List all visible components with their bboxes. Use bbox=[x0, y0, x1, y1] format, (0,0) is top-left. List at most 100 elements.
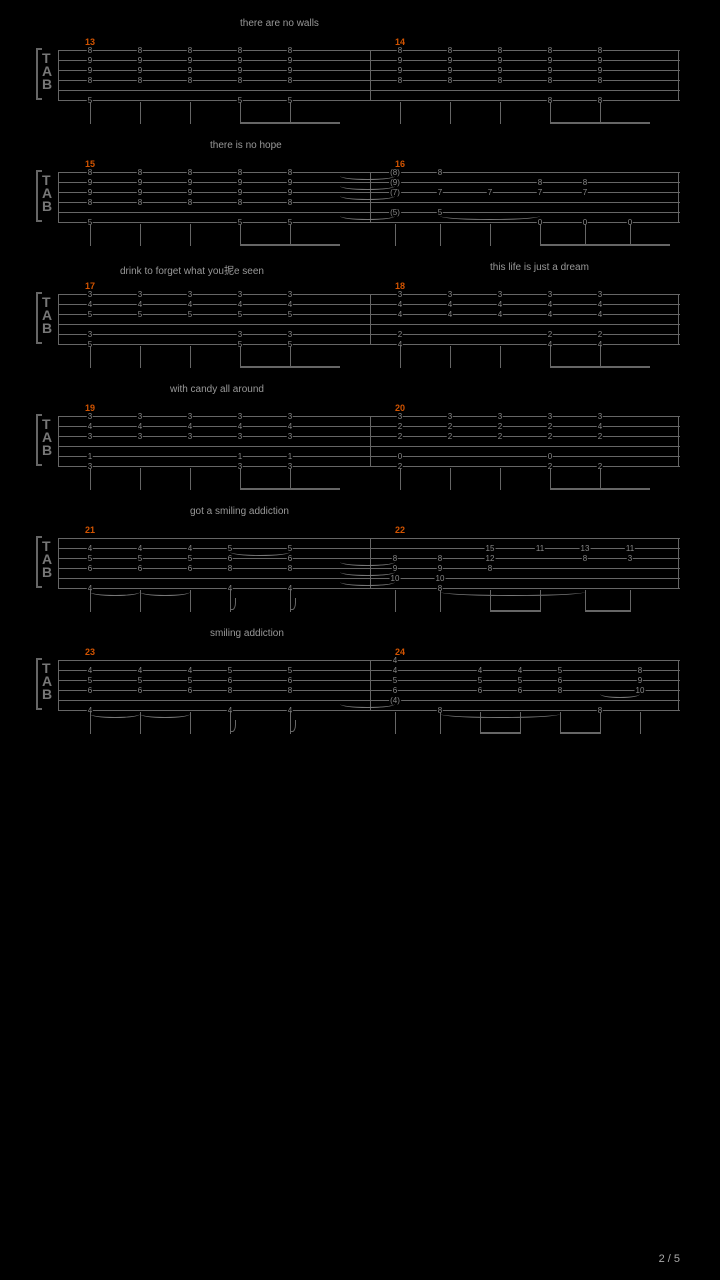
barline bbox=[58, 538, 59, 588]
tie bbox=[340, 558, 395, 566]
barline bbox=[58, 660, 59, 710]
fret-number: 6 bbox=[87, 564, 93, 574]
fret-number: 5 bbox=[187, 676, 193, 686]
fret-number: 9 bbox=[237, 188, 243, 198]
barline bbox=[678, 660, 679, 710]
fret-number: 8 bbox=[597, 46, 603, 56]
measure-number: 21 bbox=[85, 525, 95, 535]
fret-number: 4 bbox=[547, 310, 553, 320]
fret-number: 2 bbox=[497, 432, 503, 442]
fret-number: 4 bbox=[187, 544, 193, 554]
fret-number: 4 bbox=[87, 544, 93, 554]
fret-number: 9 bbox=[437, 564, 443, 574]
fret-number: 8 bbox=[582, 178, 588, 188]
fret-number: 3 bbox=[597, 290, 603, 300]
fret-number: 3 bbox=[87, 432, 93, 442]
tie bbox=[340, 568, 395, 576]
fret-number: 5 bbox=[137, 310, 143, 320]
fret-number: 5 bbox=[87, 310, 93, 320]
fret-number: 5 bbox=[287, 310, 293, 320]
fret-number: 8 bbox=[237, 46, 243, 56]
fret-number: 6 bbox=[137, 686, 143, 696]
fret-number: 3 bbox=[87, 330, 93, 340]
staff: TAB158998589988998899858998516(8)(9)(7)(… bbox=[40, 162, 680, 234]
fret-number: 9 bbox=[597, 66, 603, 76]
fret-number: 9 bbox=[497, 66, 503, 76]
stems bbox=[58, 712, 680, 742]
fret-number: 1 bbox=[87, 452, 93, 462]
fret-number: 12 bbox=[485, 554, 496, 564]
fret-number: 8 bbox=[397, 46, 403, 56]
barline bbox=[678, 172, 679, 222]
fret-number: 3 bbox=[237, 432, 243, 442]
fret-number: 4 bbox=[237, 422, 243, 432]
fret-number: 4 bbox=[517, 666, 523, 676]
staff: TAB1389985899889988998589985148998899889… bbox=[40, 40, 680, 112]
fret-number: 8 bbox=[287, 564, 293, 574]
fret-number: 4 bbox=[237, 300, 243, 310]
lyric-text: there are no walls bbox=[240, 18, 319, 29]
fret-number: 3 bbox=[497, 412, 503, 422]
fret-number: 2 bbox=[547, 432, 553, 442]
fret-number: 8 bbox=[87, 46, 93, 56]
fret-number: 4 bbox=[87, 666, 93, 676]
fret-number: 5 bbox=[287, 666, 293, 676]
fret-number: 3 bbox=[137, 412, 143, 422]
fret-number: 8 bbox=[87, 168, 93, 178]
fret-number: 13 bbox=[580, 544, 591, 554]
fret-number: 9 bbox=[187, 56, 193, 66]
tie bbox=[440, 212, 540, 220]
fret-number: 4 bbox=[447, 310, 453, 320]
fret-number: 5 bbox=[187, 554, 193, 564]
barline bbox=[370, 294, 371, 344]
fret-number: 4 bbox=[187, 300, 193, 310]
fret-number: 3 bbox=[237, 412, 243, 422]
fret-number: 2 bbox=[447, 422, 453, 432]
fret-number: 3 bbox=[627, 554, 633, 564]
fret-number: 9 bbox=[137, 56, 143, 66]
fret-number: 3 bbox=[137, 432, 143, 442]
fret-number: 3 bbox=[137, 290, 143, 300]
fret-number: 6 bbox=[557, 676, 563, 686]
fret-number: 3 bbox=[397, 290, 403, 300]
fret-number: 6 bbox=[392, 686, 398, 696]
fret-number: 4 bbox=[392, 656, 398, 666]
fret-number: 3 bbox=[287, 432, 293, 442]
fret-number: 9 bbox=[87, 178, 93, 188]
fret-number: 8 bbox=[237, 168, 243, 178]
fret-number: 5 bbox=[187, 310, 193, 320]
fret-number: 9 bbox=[187, 66, 193, 76]
fret-number: 2 bbox=[497, 422, 503, 432]
fret-number: 8 bbox=[397, 76, 403, 86]
fret-number: 9 bbox=[597, 56, 603, 66]
fret-number: 2 bbox=[397, 330, 403, 340]
fret-number: 8 bbox=[137, 76, 143, 86]
fret-number: 1 bbox=[287, 452, 293, 462]
fret-number: 9 bbox=[137, 178, 143, 188]
lyric-text: with candy all around bbox=[170, 384, 264, 395]
barline bbox=[678, 416, 679, 466]
fret-number: 8 bbox=[287, 168, 293, 178]
fret-number: 3 bbox=[87, 290, 93, 300]
fret-number: 8 bbox=[547, 46, 553, 56]
fret-number: 5 bbox=[227, 666, 233, 676]
tab-clef: TAB bbox=[42, 540, 51, 579]
fret-number: 8 bbox=[557, 686, 563, 696]
fret-number: 8 bbox=[497, 76, 503, 86]
fret-number: 6 bbox=[287, 554, 293, 564]
fret-number: 8 bbox=[87, 76, 93, 86]
fret-number: 9 bbox=[237, 178, 243, 188]
fret-number: 4 bbox=[497, 310, 503, 320]
fret-number: 4 bbox=[477, 666, 483, 676]
fret-number: 4 bbox=[87, 300, 93, 310]
fret-number: 7 bbox=[537, 188, 543, 198]
fret-number: 4 bbox=[497, 300, 503, 310]
fret-number: 3 bbox=[447, 412, 453, 422]
fret-number: 5 bbox=[477, 676, 483, 686]
fret-number: 0 bbox=[397, 452, 403, 462]
fret-number: 15 bbox=[485, 544, 496, 554]
barline bbox=[58, 294, 59, 344]
fret-number: 8 bbox=[447, 46, 453, 56]
fret-number: 9 bbox=[547, 56, 553, 66]
fret-number: 2 bbox=[597, 432, 603, 442]
